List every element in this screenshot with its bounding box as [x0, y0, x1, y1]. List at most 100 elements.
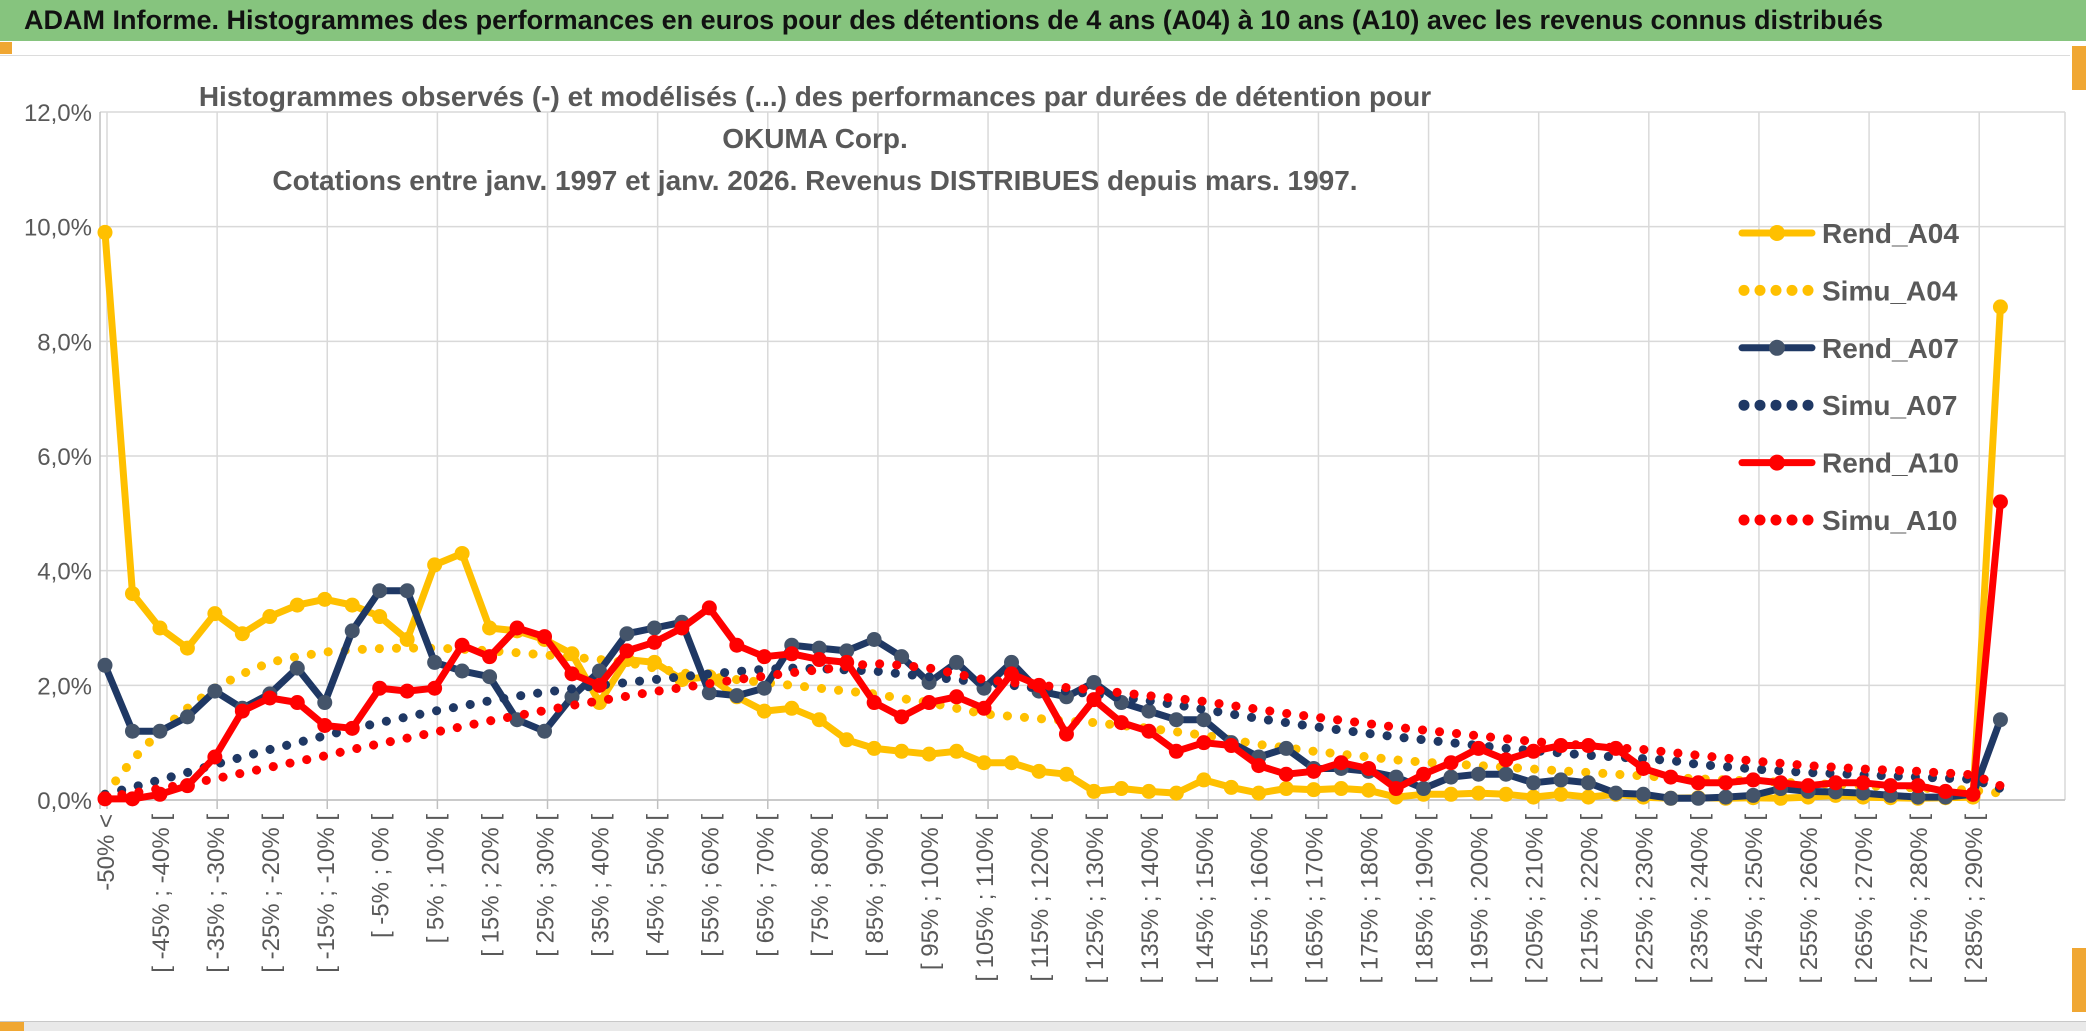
data-point — [372, 583, 388, 599]
data-point — [1718, 789, 1734, 805]
data-point — [839, 732, 855, 748]
legend-entry-Simu_A10[interactable]: Simu_A10 — [1738, 505, 1958, 536]
data-point — [482, 620, 498, 636]
data-point — [619, 643, 635, 659]
legend-entry-Rend_A10[interactable]: Rend_A10 — [1738, 448, 1959, 479]
y-tick-label: 8,0% — [37, 329, 92, 356]
x-tick-label: [ 165% ; 170% [ — [1302, 814, 1329, 984]
data-point — [1031, 763, 1047, 779]
data-point — [1278, 781, 1294, 797]
data-point — [262, 690, 278, 706]
data-point — [1388, 781, 1404, 797]
data-point — [1965, 786, 1981, 802]
chart-svg[interactable]: 12,0% 10,0% 8,0% 6,0% 4,0% 2,0% 0,0%-50% < [ -4… — [0, 40, 2086, 1021]
x-tick-label: [ 205% ; 210% [ — [1521, 814, 1548, 984]
legend-entry-Rend_A07[interactable]: Rend_A07 — [1738, 333, 1959, 364]
data-point — [1004, 755, 1020, 771]
x-tick-label: [ -45% ; -40% [ — [148, 814, 175, 973]
legend-dot-icon — [1786, 514, 1798, 526]
data-point — [1553, 772, 1569, 788]
data-point — [1113, 781, 1129, 797]
data-point — [1278, 766, 1294, 782]
data-point — [1113, 715, 1129, 731]
legend-label: Rend_A10 — [1822, 448, 1959, 479]
data-point — [1086, 674, 1102, 690]
data-point — [1004, 666, 1020, 682]
x-tick-label: [ 105% ; 110% [ — [972, 814, 999, 982]
data-point — [1223, 738, 1239, 754]
data-point — [839, 643, 855, 659]
legend-label: Rend_A04 — [1822, 218, 1959, 249]
legend-dot-icon — [1802, 399, 1814, 411]
y-tick-label: 0,0% — [37, 788, 92, 815]
legend-entry-Simu_A07[interactable]: Simu_A07 — [1738, 390, 1958, 421]
data-point — [1773, 775, 1789, 791]
series-Simu_A07[interactable] — [100, 663, 2005, 799]
legend-label: Rend_A07 — [1822, 333, 1959, 364]
data-point — [427, 654, 443, 670]
banner-title: ADAM Informe. Histogrammes des performan… — [0, 0, 2086, 41]
data-point — [1580, 789, 1596, 805]
x-tick-label: [ 185% ; 190% [ — [1412, 814, 1439, 984]
data-point — [454, 663, 470, 679]
data-point — [1333, 755, 1349, 771]
data-point — [1141, 703, 1157, 719]
data-point — [207, 606, 223, 622]
data-point — [1910, 789, 1926, 805]
legend-marker-icon — [1769, 339, 1785, 356]
data-point — [537, 723, 553, 739]
data-point — [399, 631, 415, 647]
data-point — [866, 740, 882, 756]
gold-frame-corner-bottomleft — [0, 1022, 24, 1031]
data-point — [1388, 769, 1404, 785]
data-point — [152, 620, 168, 636]
data-point — [894, 709, 910, 725]
x-tick-label: [ 75% ; 80% [ — [807, 814, 834, 957]
x-tick-label: [ 15% ; 20% [ — [478, 814, 505, 957]
data-point — [1168, 712, 1184, 728]
legend-entry-Simu_A04[interactable]: Simu_A04 — [1738, 275, 1958, 306]
data-point — [1168, 785, 1184, 801]
data-point — [784, 700, 800, 716]
x-tick-label: [ 215% ; 220% [ — [1576, 814, 1603, 984]
x-tick-label: [ 25% ; 30% [ — [533, 814, 560, 957]
x-tick-label: [ 145% ; 150% [ — [1192, 814, 1219, 984]
bottom-strip — [0, 1021, 2086, 1031]
legend: Rend_A04 Simu_A04 Rend_A07 Simu_A07 Rend_A10… — [1738, 218, 1959, 536]
data-point — [646, 634, 662, 650]
series-Rend_A07[interactable] — [97, 583, 2008, 806]
data-point — [1855, 785, 1871, 801]
data-point — [1635, 760, 1651, 776]
data-point — [427, 680, 443, 696]
data-point — [564, 666, 580, 682]
data-point — [894, 743, 910, 759]
series-Rend_A10[interactable] — [97, 494, 2008, 807]
data-point — [1361, 760, 1377, 776]
x-tick-label: [ 115% ; 120% [ — [1027, 814, 1054, 982]
x-tick-label: [ -15% ; -10% [ — [313, 814, 340, 973]
legend-entry-Rend_A04[interactable]: Rend_A04 — [1738, 218, 1959, 249]
data-point — [729, 688, 745, 704]
data-point — [1141, 723, 1157, 739]
x-tick-label: [ -5% ; 0% [ — [368, 814, 395, 938]
data-point — [1498, 766, 1514, 782]
data-point — [1333, 781, 1349, 797]
data-point — [454, 545, 470, 561]
legend-label: Simu_A10 — [1822, 505, 1957, 536]
series-Simu_A10[interactable] — [100, 658, 2005, 802]
data-point — [701, 600, 717, 616]
data-point — [97, 657, 113, 673]
data-point — [811, 652, 827, 668]
x-tick-label: -50% < — [93, 814, 120, 891]
chart-area[interactable]: 12,0% 10,0% 8,0% 6,0% 4,0% 2,0% 0,0% -50% < [ -4… — [0, 40, 2086, 1021]
data-point — [207, 683, 223, 699]
y-axis-labels: 12,0% 10,0% 8,0% 6,0% 4,0% 2,0% 0,0% — [24, 100, 92, 815]
data-point — [1553, 786, 1569, 802]
data-point — [1416, 781, 1432, 797]
legend-label: Simu_A04 — [1822, 275, 1958, 306]
chart-title-line2: Cotations entre janv. 1997 et janv. 2026… — [272, 165, 1358, 196]
data-point — [619, 626, 635, 642]
data-point — [811, 712, 827, 728]
data-point — [1196, 772, 1212, 788]
data-point — [591, 677, 607, 693]
